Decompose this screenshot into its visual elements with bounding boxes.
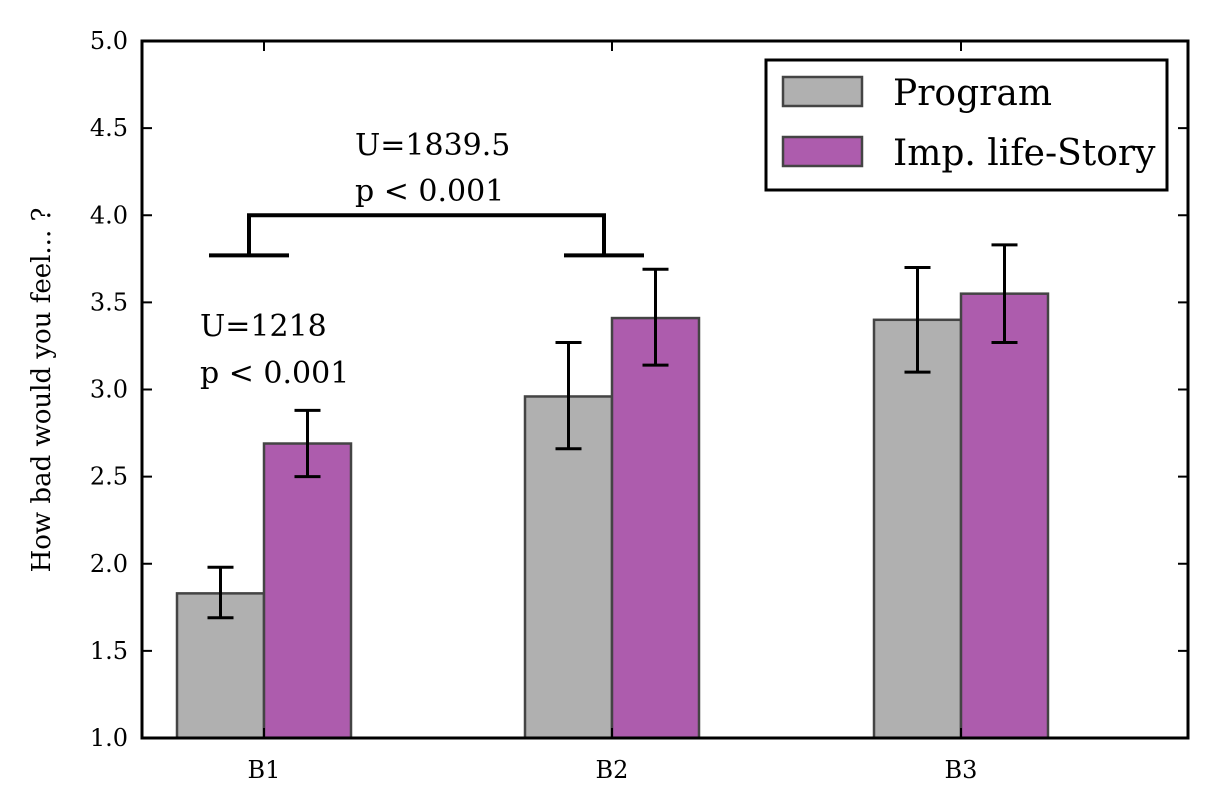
annotation-b1-b2: U=1839.5 p < 0.001 — [355, 128, 510, 209]
y-tick-label-2.0: 2.0 — [90, 550, 128, 578]
legend-label-program: Program — [893, 73, 1052, 114]
bracket-line — [247, 213, 606, 256]
annotation-b1-p: p < 0.001 — [200, 356, 349, 391]
y-tick-label-2.5: 2.5 — [90, 463, 128, 491]
legend-swatch-program — [781, 75, 864, 108]
y-tick-label-4.0: 4.0 — [90, 201, 128, 229]
bar-imp-life-story-b3 — [959, 292, 1050, 740]
bar-imp-life-story-b1 — [262, 442, 353, 740]
bar-program-b2 — [523, 395, 614, 740]
bars-layer — [175, 292, 1050, 740]
y-tick-label-1.0: 1.0 — [90, 724, 128, 752]
y-tick-label-5.0: 5.0 — [90, 27, 128, 55]
y-tick-label-3.0: 3.0 — [90, 376, 128, 404]
significance-bracket — [209, 213, 644, 258]
annotation-b1-b2-p: p < 0.001 — [355, 174, 504, 209]
bar-imp-life-story-b2 — [610, 316, 701, 740]
y-tick-label-1.5: 1.5 — [90, 637, 128, 665]
legend-swatch-imp-life-story — [781, 135, 864, 168]
y-tick-label-3.5: 3.5 — [90, 288, 128, 316]
axis-ticks-layer: 1.0 1.5 2.0 2.5 3.0 3.5 4.0 4.5 5.0 B1 B2 B3 — [90, 27, 1188, 784]
annotation-b1: U=1218 p < 0.001 — [200, 309, 349, 391]
error-bars-layer — [207, 243, 1018, 620]
bar-program-b3 — [872, 318, 963, 740]
legend-label-imp-life-story: Imp. life-Story — [893, 133, 1156, 174]
x-tick-label-b3: B3 — [945, 756, 978, 784]
legend: Program Imp. life-Story — [764, 58, 1169, 192]
annotation-b1-stat: U=1218 — [200, 309, 327, 344]
y-tick-label-4.5: 4.5 — [90, 114, 128, 142]
annotation-b1-b2-stat: U=1839.5 — [355, 128, 510, 163]
y-axis-title: How bad would you feel... ? — [27, 208, 57, 573]
x-tick-label-b1: B1 — [248, 756, 281, 784]
x-tick-label-b2: B2 — [596, 756, 629, 784]
